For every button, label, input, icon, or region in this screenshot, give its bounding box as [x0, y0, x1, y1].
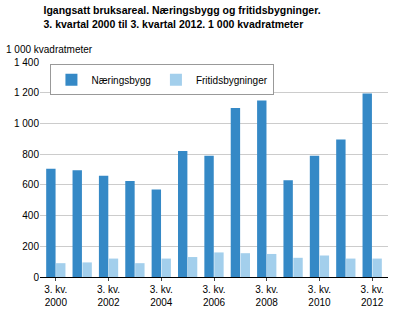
svg-text:Igangsatt bruksareal. Næringsb: Igangsatt bruksareal. Næringsbygg og fri…: [43, 4, 320, 30]
svg-text:Fritidsbygninger: Fritidsbygninger: [196, 75, 268, 86]
svg-text:200: 200: [22, 241, 39, 252]
svg-text:3. kv.2008: 3. kv.2008: [255, 284, 278, 308]
svg-text:Næringsbygg: Næringsbygg: [91, 75, 150, 86]
svg-text:3. kv.2002: 3. kv.2002: [97, 284, 120, 308]
svg-text:600: 600: [22, 179, 39, 190]
svg-text:1 000: 1 000: [14, 118, 39, 129]
svg-text:3. kv.2004: 3. kv.2004: [150, 284, 173, 308]
svg-text:3. kv.2010: 3. kv.2010: [308, 284, 331, 308]
svg-text:3. kv.2000: 3. kv.2000: [44, 284, 67, 308]
svg-text:1 000 kvadratmeter: 1 000 kvadratmeter: [6, 44, 93, 55]
svg-text:1 200: 1 200: [14, 87, 39, 98]
svg-text:800: 800: [22, 149, 39, 160]
svg-text:1 400: 1 400: [14, 57, 39, 68]
svg-text:400: 400: [22, 210, 39, 221]
svg-text:3. kv.2006: 3. kv.2006: [202, 284, 225, 308]
svg-text:0: 0: [33, 272, 39, 283]
svg-text:3. kv.2012: 3. kv.2012: [361, 284, 384, 308]
